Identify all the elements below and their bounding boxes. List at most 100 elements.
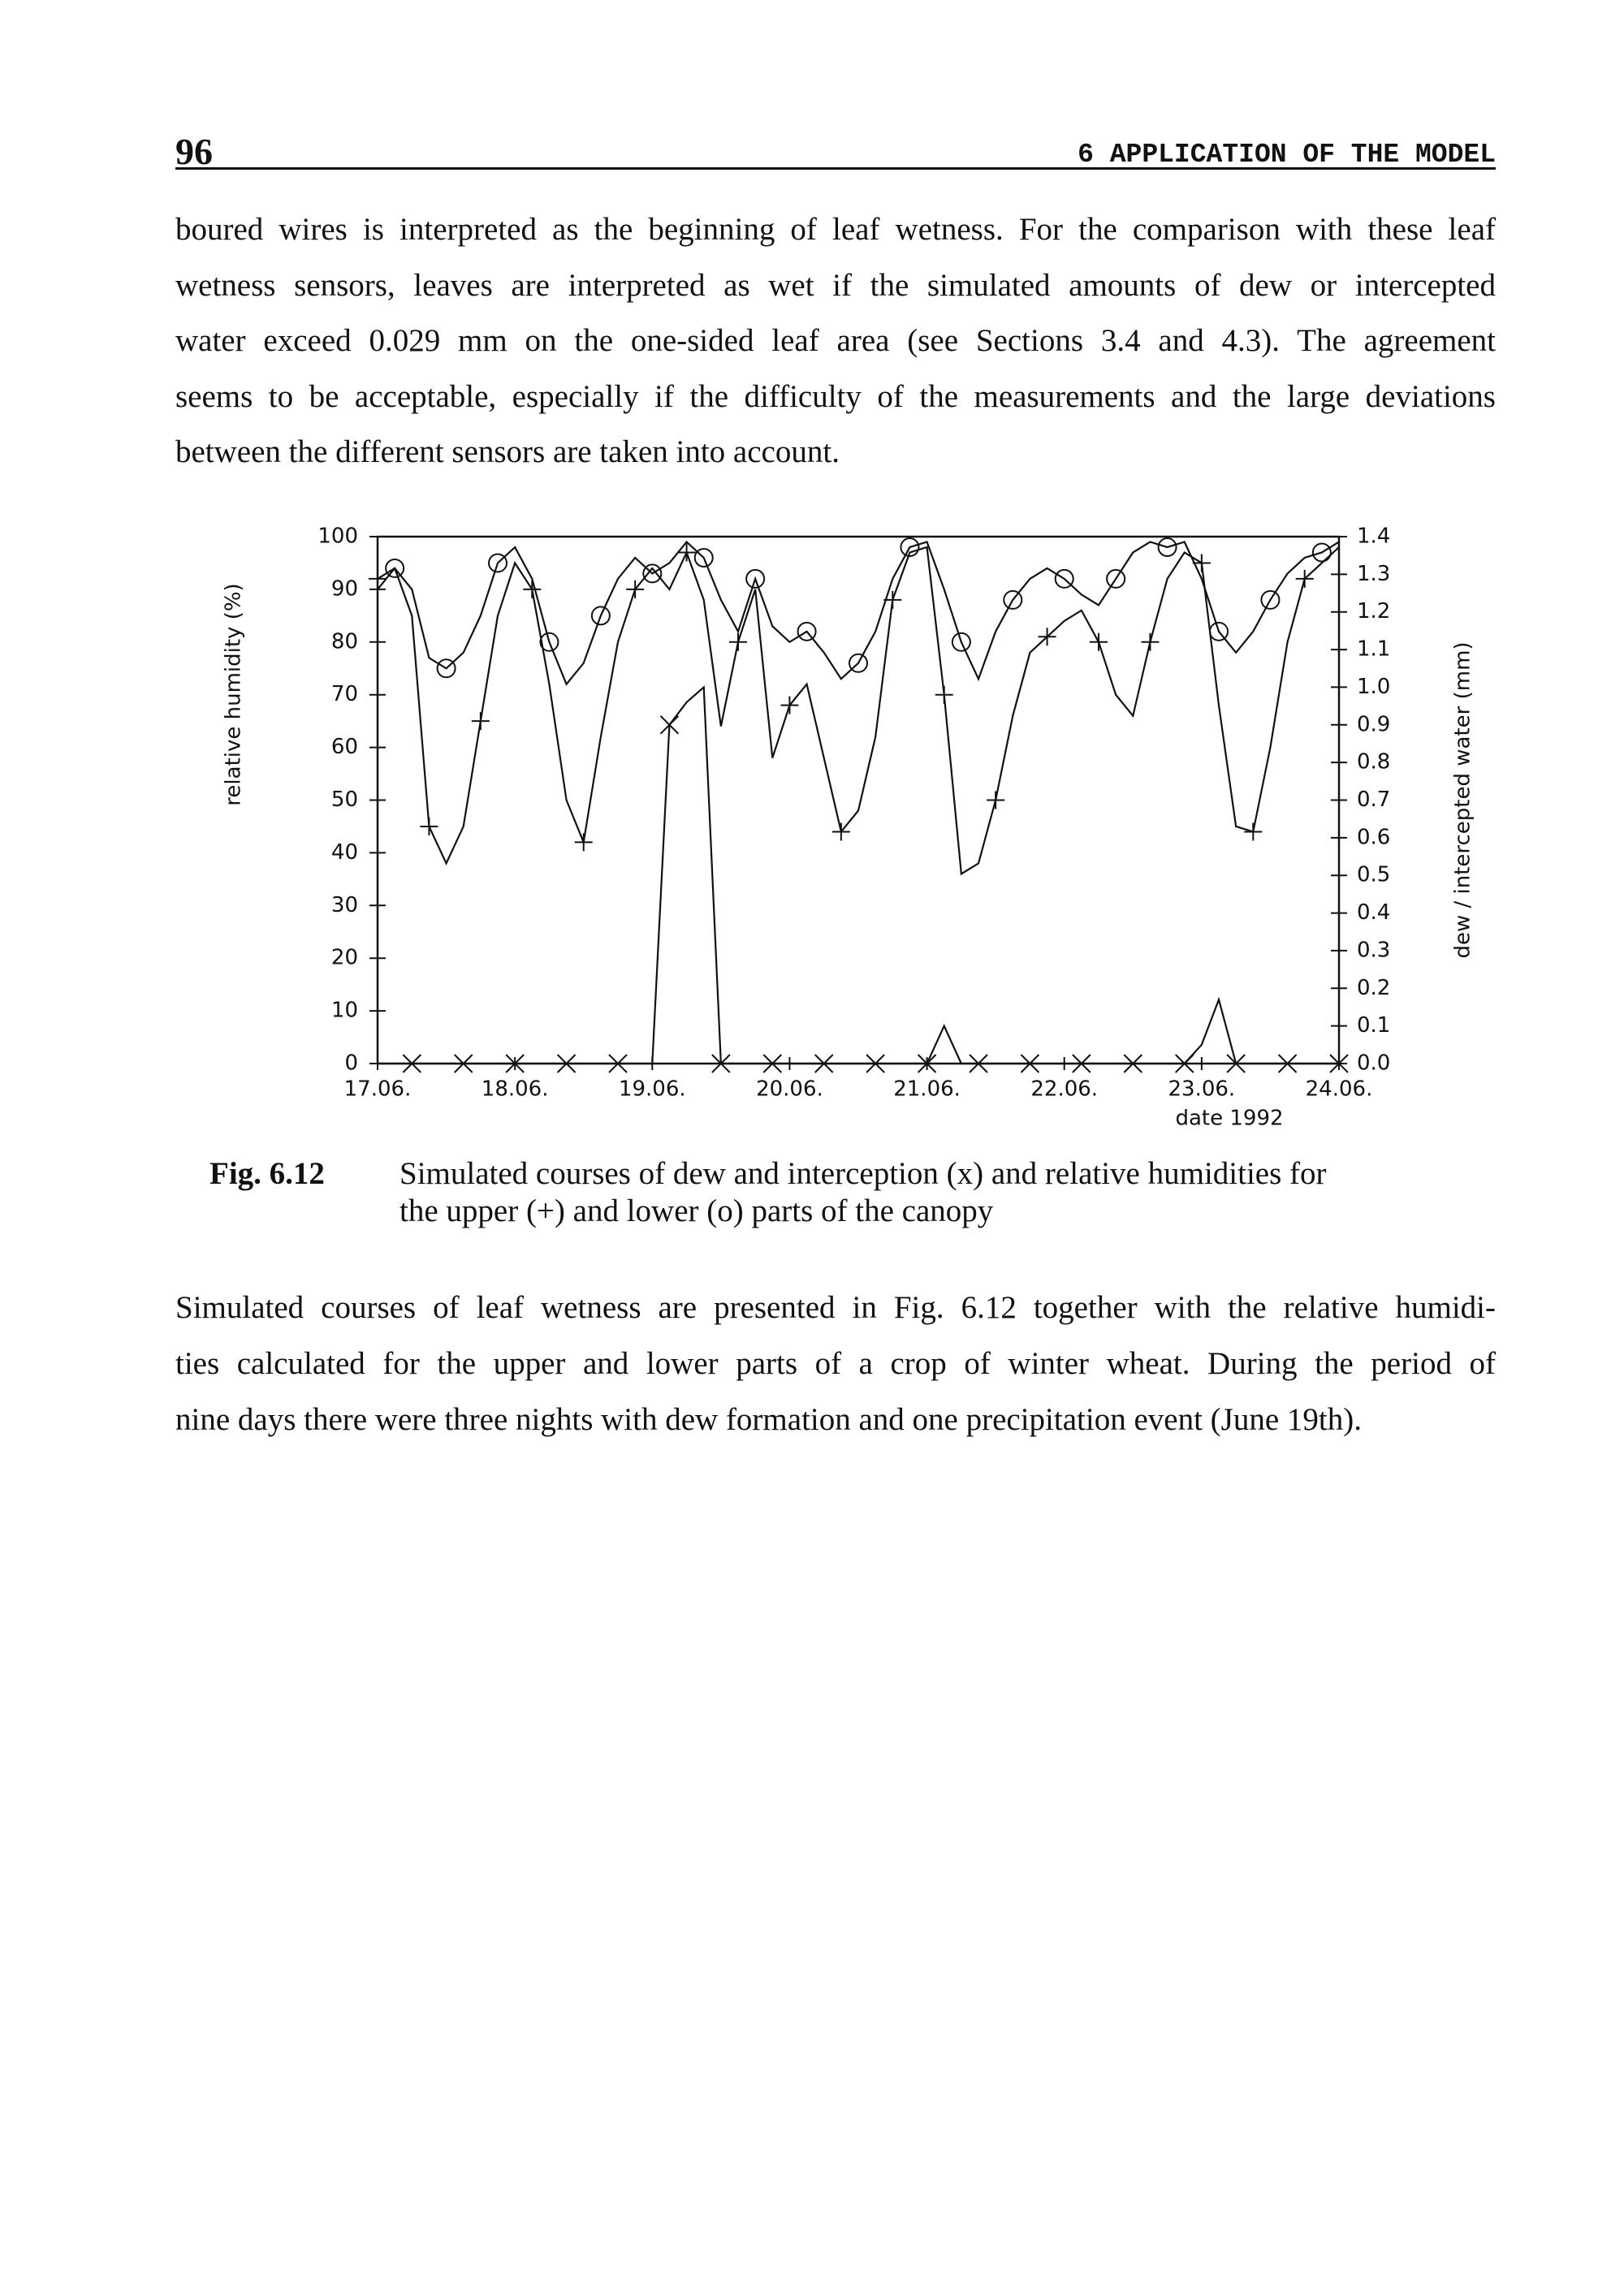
y-tick-label: 80	[331, 629, 358, 654]
x-axis-title: date 1992	[1175, 1107, 1283, 1131]
y2-tick-label: 0.7	[1357, 788, 1390, 812]
marker	[1277, 1054, 1298, 1073]
marker	[951, 632, 971, 652]
marker	[659, 715, 680, 735]
plot-frame	[376, 535, 1341, 1065]
marker	[385, 558, 405, 578]
marker	[900, 537, 920, 557]
series-line	[378, 685, 1339, 1065]
marker	[729, 632, 747, 651]
y2-tick-label: 0.0	[1357, 1051, 1390, 1076]
y-tick-label: 90	[331, 576, 358, 601]
marker	[1090, 632, 1108, 651]
y-tick-label: 70	[331, 682, 358, 706]
y2-tick-label: 1.0	[1357, 675, 1390, 699]
y2-tick-label: 1.2	[1357, 599, 1390, 624]
x-tick-label: 18.06.	[482, 1077, 549, 1102]
x-tick-label: 24.06.	[1306, 1077, 1373, 1102]
marker	[987, 791, 1005, 809]
marker	[1209, 621, 1229, 641]
series-line	[377, 540, 1340, 686]
y2-axis-title: dew / intercepted water (mm)	[1451, 641, 1475, 958]
marker	[436, 658, 456, 679]
caption-line: the upper (+) and lower (o) parts of the…	[400, 1193, 994, 1228]
y2-tick-label: 1.4	[1357, 524, 1390, 549]
marker	[1038, 628, 1056, 646]
y2-tick-label: 1.1	[1357, 637, 1390, 662]
marker	[1141, 632, 1160, 651]
y2-tick-label: 0.8	[1357, 750, 1390, 775]
y-tick-label: 40	[331, 840, 358, 865]
chart: 0 10 20 30 40 50 60 70 80 90 100 0.0 0.1 0.2 0.3 0.4 0.5…	[222, 524, 1475, 1131]
marker	[590, 606, 611, 626]
x-tick-label: 21.06.	[893, 1077, 961, 1102]
marker	[1175, 1054, 1194, 1073]
series-line	[377, 546, 1340, 876]
text-line: nine days there were three nights with d…	[175, 1402, 1362, 1437]
marker	[935, 685, 953, 704]
y-tick-label: 100	[317, 524, 358, 549]
marker	[488, 553, 508, 573]
marker	[556, 1054, 577, 1073]
marker	[1244, 822, 1263, 841]
x-tick-label: 23.06.	[1168, 1077, 1236, 1102]
marker	[969, 1054, 988, 1073]
marker	[523, 580, 542, 598]
marker	[1157, 537, 1177, 557]
marker	[711, 1054, 731, 1073]
marker	[1003, 589, 1023, 610]
y2-tick-label: 0.9	[1357, 712, 1390, 736]
page-number: 96	[175, 131, 213, 172]
y-tick-label: 20	[331, 946, 358, 970]
marker	[1192, 554, 1211, 572]
y-tick-label: 30	[331, 893, 358, 917]
caption-label: Fig. 6.12	[209, 1156, 325, 1191]
marker	[1072, 1054, 1091, 1073]
y2-tick-label: 0.3	[1357, 938, 1390, 962]
text-line: water exceed 0.029 mm on the one-sided l…	[175, 323, 1496, 358]
marker	[814, 1054, 834, 1073]
marker	[745, 568, 766, 589]
text-line: ties calculated for the upper and lower …	[175, 1346, 1496, 1381]
marker	[1329, 1054, 1349, 1073]
marker	[454, 1054, 473, 1073]
marker	[505, 1054, 525, 1073]
marker	[917, 1054, 937, 1073]
y-tick-label: 0	[344, 1051, 358, 1076]
y-tick-label: 10	[331, 999, 358, 1023]
marker	[831, 822, 850, 841]
marker	[642, 563, 663, 584]
x-tick-label: 22.06.	[1030, 1077, 1098, 1102]
y2-tick-label: 0.5	[1357, 863, 1390, 887]
marker	[693, 547, 714, 568]
marker	[1260, 589, 1281, 610]
y2-tick-label: 0.1	[1357, 1013, 1390, 1038]
marker	[574, 833, 593, 852]
marker	[369, 569, 387, 588]
y2-tick-label: 0.6	[1357, 825, 1390, 849]
marker	[539, 632, 559, 652]
marker	[677, 543, 696, 562]
marker	[420, 817, 438, 835]
header-rule	[175, 167, 1496, 170]
marker	[1226, 1054, 1246, 1073]
caption-line: Simulated courses of dew and interceptio…	[400, 1156, 1327, 1191]
marker	[780, 696, 799, 714]
text-line: Simulated courses of leaf wetness are pr…	[175, 1290, 1496, 1325]
marker	[471, 712, 490, 731]
text-line: seems to be acceptable, especially if th…	[175, 378, 1496, 414]
marker	[1311, 542, 1332, 563]
text-line: boured wires is interpreted as the begin…	[175, 212, 1496, 247]
y-tick-label: 50	[331, 788, 358, 812]
marker	[402, 1054, 421, 1073]
chapter-title: 6 APPLICATION OF THE MODEL	[1078, 140, 1496, 170]
y2-tick-label: 0.2	[1357, 976, 1390, 1000]
marker	[1020, 1054, 1040, 1073]
text-line: wetness sensors, leaves are interpreted …	[175, 267, 1496, 303]
x-tick-label: 20.06.	[756, 1077, 823, 1102]
y-axis-title: relative humidity (%)	[222, 583, 246, 805]
marker	[849, 653, 868, 673]
marker	[1123, 1054, 1142, 1073]
y2-tick-label: 1.3	[1357, 562, 1390, 586]
